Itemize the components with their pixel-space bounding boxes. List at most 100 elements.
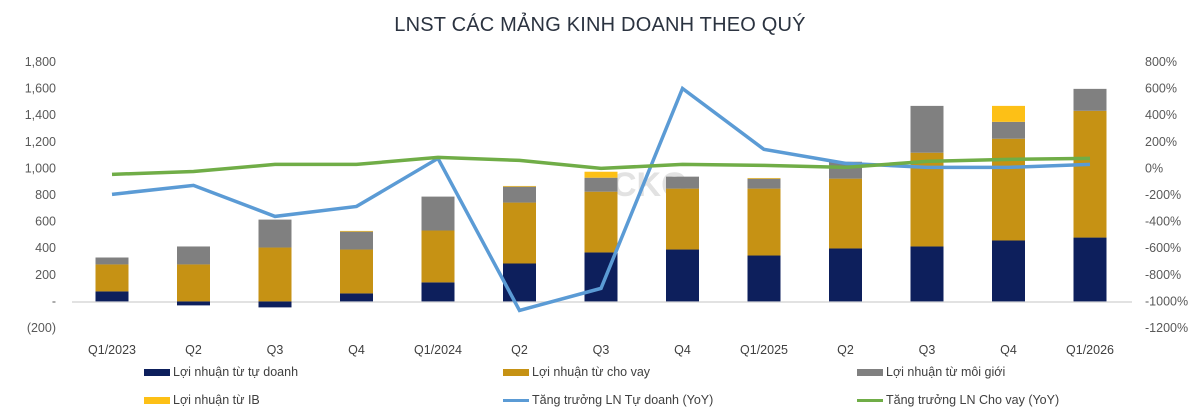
- legend-line-blue: [503, 398, 529, 402]
- bar-segment: [95, 291, 129, 302]
- right-axis-tick: 200%: [1145, 135, 1177, 149]
- bar-segment: [340, 231, 373, 250]
- bar-segment: [95, 264, 129, 292]
- x-axis-tick: Q1/2023: [88, 343, 136, 357]
- left-axis-tick: -: [52, 294, 56, 308]
- legend-label: Tăng trưởng LN Cho vay (YoY): [886, 393, 1060, 407]
- bar-segment: [910, 246, 944, 302]
- x-axis-tick: Q2: [837, 343, 854, 357]
- bar-segment: [258, 301, 292, 308]
- bar-segment: [992, 138, 1025, 241]
- bar-segment: [421, 230, 455, 283]
- legend-label: Tăng trưởng LN Tự doanh (YoY): [532, 393, 714, 407]
- bar-segment: [95, 257, 129, 265]
- bar-segment: [1073, 88, 1107, 111]
- bar-segment: [258, 247, 292, 302]
- left-axis-tick: 1,200: [25, 135, 56, 149]
- bar-segment: [992, 121, 1025, 139]
- left-axis-tick: 200: [35, 268, 56, 282]
- legend-item-moi-gioi: Lợi nhuận từ môi giới: [857, 365, 1005, 379]
- bar-segment: [177, 246, 210, 265]
- bar-segment: [421, 282, 455, 302]
- left-axis-tick: 800: [35, 188, 56, 202]
- left-axis-tick: (200): [27, 321, 56, 335]
- bar-segment: [666, 176, 699, 189]
- legend-item-tu-doanh: Lợi nhuận từ tự doanh: [144, 365, 298, 379]
- legend-item-growth-cho-vay: Tăng trưởng LN Cho vay (YoY): [857, 393, 1059, 407]
- legend-label: Lợi nhuận từ tự doanh: [173, 365, 299, 379]
- x-axis-tick: Q3: [267, 343, 284, 357]
- bar-segment: [503, 202, 536, 264]
- bar-segment: [421, 196, 455, 231]
- bar-segment: [1073, 237, 1107, 302]
- legend-label: Lợi nhuận từ môi giới: [886, 365, 1006, 379]
- right-y-axis: 800% 600% 400% 200% 0% -200% -400% -600% -800% -1…: [1145, 55, 1188, 335]
- right-axis-tick: -400%: [1145, 215, 1181, 229]
- x-axis-tick: Q4: [674, 343, 691, 357]
- bar-segment: [666, 188, 699, 250]
- bar-segment: [829, 248, 862, 302]
- legend-label: Lợi nhuận từ cho vay: [532, 365, 651, 379]
- right-axis-tick: -1200%: [1145, 321, 1188, 335]
- left-axis-tick: 1,400: [25, 108, 56, 122]
- bar-segment: [584, 171, 618, 178]
- left-y-axis: 1,800 1,600 1,400 1,200 1,000 800 600 400 200 - (2…: [25, 55, 56, 335]
- bar-segment: [503, 263, 536, 302]
- bar-segment: [584, 177, 618, 192]
- bar-segment: [992, 240, 1025, 302]
- chart-title: LNST CÁC MẢNG KINH DOANH THEO QUÝ: [394, 14, 806, 36]
- bar-segment: [340, 230, 373, 232]
- legend-item-cho-vay: Lợi nhuận từ cho vay: [503, 365, 650, 379]
- bar-segment: [503, 186, 536, 203]
- x-axis-tick: Q3: [593, 343, 610, 357]
- bar-segment: [666, 249, 699, 302]
- right-axis-tick: 0%: [1145, 161, 1163, 175]
- right-axis-tick: 600%: [1145, 82, 1177, 96]
- bar-segment: [910, 105, 944, 153]
- bar-segment: [177, 264, 210, 302]
- legend-swatch-yellow: [144, 396, 170, 404]
- legend-line-green: [857, 398, 883, 402]
- bar-segment: [340, 249, 373, 294]
- right-axis-tick: -800%: [1145, 268, 1181, 282]
- growth-line: [111, 85, 1091, 313]
- right-axis-tick: -600%: [1145, 241, 1181, 255]
- right-axis-tick: -1000%: [1145, 294, 1188, 308]
- bar-segment: [747, 178, 781, 189]
- left-axis-tick: 1,600: [25, 82, 56, 96]
- bar-segment: [747, 255, 781, 302]
- x-axis-tick: Q1/2024: [414, 343, 462, 357]
- bar-segment: [340, 293, 373, 302]
- x-axis-tick: Q1/2025: [740, 343, 788, 357]
- legend-label: Lợi nhuận từ IB: [173, 393, 260, 407]
- right-axis-tick: 400%: [1145, 108, 1177, 122]
- left-axis-tick: 600: [35, 215, 56, 229]
- bar-segment: [258, 219, 292, 248]
- bar-segment: [1073, 110, 1107, 238]
- x-axis-tick: Q2: [185, 343, 202, 357]
- legend-swatch-navy: [144, 368, 170, 376]
- bar-segment: [177, 301, 210, 306]
- x-axis-tick: Q1/2026: [1066, 343, 1114, 357]
- x-axis-tick: Q4: [348, 343, 365, 357]
- bar-segment: [584, 191, 618, 253]
- bar-segment: [503, 185, 536, 187]
- bar-segment: [747, 177, 781, 179]
- legend-swatch-gray: [857, 368, 883, 376]
- growth-lines: [111, 85, 1091, 313]
- legend-swatch-gold: [503, 368, 529, 376]
- left-axis-tick: 1,000: [25, 161, 56, 175]
- bar-segment: [829, 178, 862, 249]
- growth-line: [111, 155, 1091, 177]
- bar-segment: [747, 188, 781, 256]
- right-axis-tick: 800%: [1145, 55, 1177, 69]
- left-axis-tick: 1,800: [25, 55, 56, 69]
- x-axis-tick: Q3: [919, 343, 936, 357]
- right-axis-tick: -200%: [1145, 188, 1181, 202]
- legend-item-growth-tu-doanh: Tăng trưởng LN Tự doanh (YoY): [503, 393, 713, 407]
- x-axis-tick: Q2: [511, 343, 528, 357]
- stacked-bars: [95, 88, 1107, 308]
- left-axis-tick: 400: [35, 241, 56, 255]
- x-axis-labels: Q1/2023 Q2 Q3 Q4 Q1/2024 Q2 Q3 Q4 Q1/2025 Q2 Q3 Q4 Q…: [88, 343, 1114, 357]
